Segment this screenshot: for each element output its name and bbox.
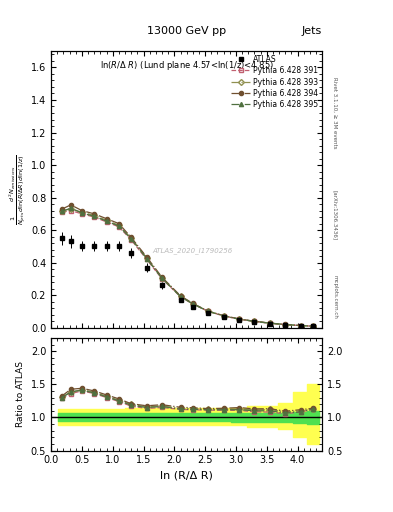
Y-axis label: Ratio to ATLAS: Ratio to ATLAS	[16, 361, 25, 427]
Text: mcplots.cern.ch: mcplots.cern.ch	[332, 275, 337, 319]
Text: [arXiv:1306.3436]: [arXiv:1306.3436]	[332, 190, 337, 240]
Text: $\ln(R/\Delta\ R)$ (Lund plane 4.57<ln(1/z)<4.85): $\ln(R/\Delta\ R)$ (Lund plane 4.57<ln(1…	[100, 59, 274, 73]
Text: Jets: Jets	[302, 26, 322, 36]
Legend: ATLAS, Pythia 6.428 391, Pythia 6.428 393, Pythia 6.428 394, Pythia 6.428 395: ATLAS, Pythia 6.428 391, Pythia 6.428 39…	[231, 55, 318, 109]
Text: ATLAS_2020_I1790256: ATLAS_2020_I1790256	[152, 247, 232, 253]
Text: Rivet 3.1.10, ≥ 3M events: Rivet 3.1.10, ≥ 3M events	[332, 77, 337, 148]
X-axis label: ln (R/Δ R): ln (R/Δ R)	[160, 471, 213, 481]
Text: 13000 GeV pp: 13000 GeV pp	[147, 26, 226, 36]
Y-axis label: $\frac{1}{N_{jets}}\frac{d^2 N_{emissions}}{d\ln(R/\Delta R)\,d\ln(1/z)}$: $\frac{1}{N_{jets}}\frac{d^2 N_{emission…	[7, 154, 28, 225]
